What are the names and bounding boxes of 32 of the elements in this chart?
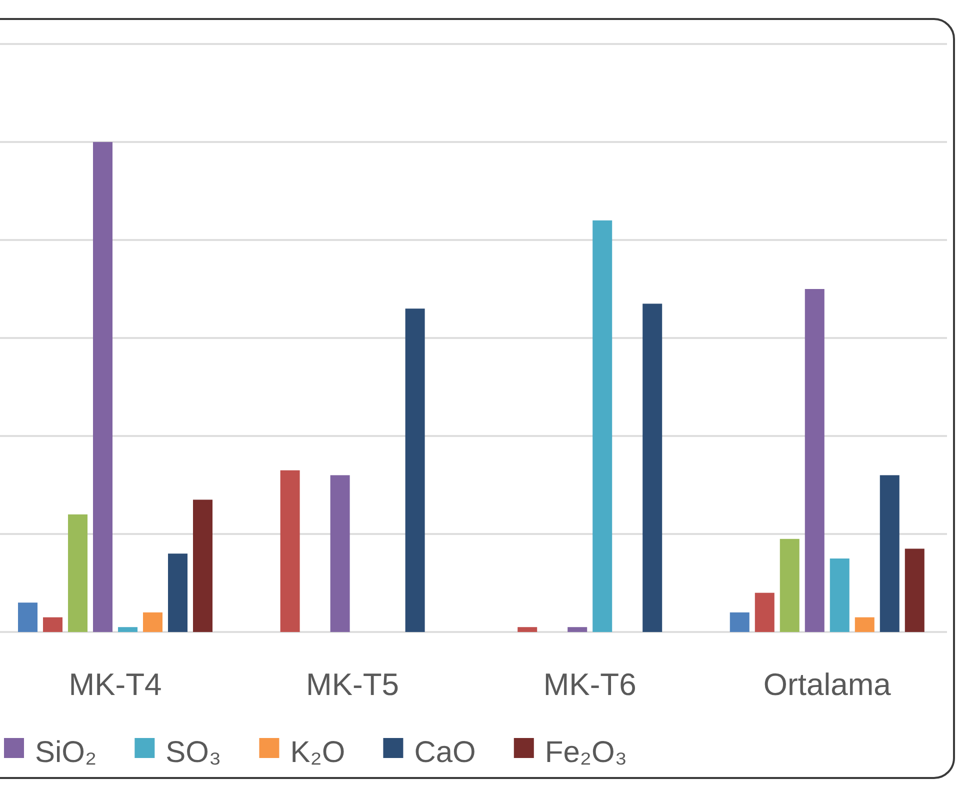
bar [18,602,38,632]
x-tick-label: MK-T5 [306,667,400,702]
bar [592,220,612,632]
bar [330,475,350,632]
legend-label: CaO [414,736,476,769]
bar [904,548,924,632]
legend-label: SiO₂ [35,736,97,769]
bar [754,592,774,632]
bar [568,627,588,632]
bar [193,500,212,632]
bar [280,470,300,632]
legend-label: K₂O [290,736,346,769]
bar [780,538,800,632]
bar [405,308,425,632]
bar [118,627,138,632]
x-tick-label: MK-T4 [68,667,162,702]
bar [642,304,662,632]
bar [730,612,750,632]
bar [68,514,88,632]
bar [880,475,900,632]
legend-label: Fe₂O₃ [544,736,628,769]
bar [854,617,874,632]
x-tick-label: Ortalama [763,667,892,702]
bar [43,617,62,632]
bar [143,612,162,632]
bar [830,558,850,632]
bar [804,289,824,632]
legend-label: SO₃ [166,736,222,769]
bar [168,554,188,632]
bar [518,627,538,632]
x-tick-label: MK-T6 [543,667,636,702]
bar [93,142,112,632]
